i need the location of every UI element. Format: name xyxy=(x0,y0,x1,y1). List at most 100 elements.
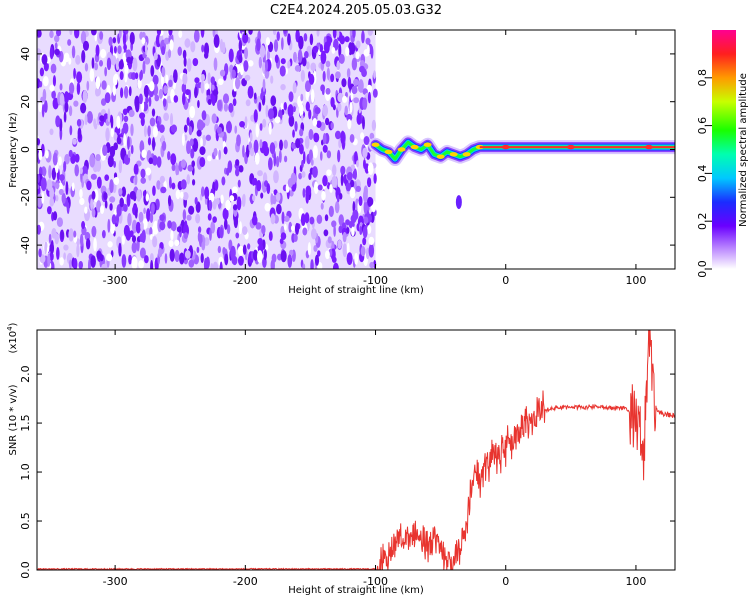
noise-speckle xyxy=(48,233,52,244)
noise-speckle xyxy=(112,84,116,96)
noise-speckle xyxy=(91,57,95,69)
noise-speckle xyxy=(207,98,212,106)
noise-speckle xyxy=(341,78,347,88)
noise-speckle xyxy=(84,206,88,214)
noise-speckle xyxy=(218,149,222,160)
noise-speckle xyxy=(283,223,287,231)
noise-speckle xyxy=(144,41,148,56)
noise-speckle xyxy=(331,256,337,263)
noise-speckle xyxy=(350,179,355,188)
noise-speckle xyxy=(200,73,206,82)
noise-speckle xyxy=(168,176,172,189)
noise-speckle xyxy=(56,217,64,228)
noise-speckle xyxy=(234,125,238,134)
noise-speckle xyxy=(103,192,108,201)
noise-speckle xyxy=(203,51,209,59)
noise-speckle xyxy=(192,57,199,67)
noise-speckle xyxy=(200,80,205,94)
noise-speckle xyxy=(110,115,114,129)
noise-speckle xyxy=(49,128,54,136)
noise-speckle xyxy=(367,30,373,36)
noise-speckle xyxy=(123,224,130,238)
noise-speckle xyxy=(37,224,41,235)
noise-speckle xyxy=(54,42,58,50)
noise-speckle xyxy=(128,109,135,118)
noise-speckle xyxy=(118,30,122,39)
noise-speckle xyxy=(304,135,310,149)
noise-speckle xyxy=(148,157,154,165)
noise-speckle xyxy=(89,68,95,82)
noise-speckle xyxy=(244,47,249,60)
noise-speckle xyxy=(66,202,70,215)
noise-speckle xyxy=(236,196,242,211)
noise-speckle xyxy=(216,126,223,134)
noise-speckle xyxy=(73,230,77,238)
noise-speckle xyxy=(135,221,141,234)
noise-speckle xyxy=(200,186,205,197)
noise-speckle xyxy=(169,113,174,127)
noise-speckle xyxy=(184,250,191,259)
noise-speckle xyxy=(270,259,275,269)
noise-speckle xyxy=(294,121,298,132)
noise-speckle xyxy=(264,60,269,72)
noise-speckle xyxy=(246,243,251,250)
colorbar-tick-label: 0.6 xyxy=(696,117,709,135)
noise-speckle xyxy=(43,100,48,113)
noise-speckle xyxy=(351,57,358,71)
noise-speckle xyxy=(325,60,331,68)
noise-speckle xyxy=(139,71,142,81)
noise-speckle xyxy=(105,127,110,142)
noise-speckle xyxy=(106,57,112,71)
noise-speckle xyxy=(345,46,350,57)
noise-speckle xyxy=(346,252,353,266)
noise-speckle xyxy=(248,30,253,35)
noise-speckle xyxy=(344,36,350,43)
noise-speckle xyxy=(119,197,124,208)
noise-speckle xyxy=(200,30,205,38)
noise-speckle xyxy=(297,49,303,63)
noise-speckle xyxy=(49,30,54,39)
noise-speckle xyxy=(84,114,88,126)
noise-speckle xyxy=(369,132,375,140)
x-tick-label: -300 xyxy=(103,575,128,588)
spectrogram-y-ticks: -40 -20 0 20 40 xyxy=(19,47,675,254)
noise-speckle xyxy=(149,212,154,224)
noise-speckle xyxy=(346,113,353,122)
noise-speckle xyxy=(80,30,87,45)
noise-speckle xyxy=(313,244,318,252)
noise-speckle xyxy=(54,233,59,245)
noise-speckle xyxy=(210,221,216,234)
noise-speckle xyxy=(273,152,277,167)
noise-speckle xyxy=(287,33,291,46)
noise-speckle xyxy=(152,185,156,197)
noise-speckle xyxy=(189,105,196,119)
noise-speckle xyxy=(210,76,216,85)
noise-speckle xyxy=(344,105,348,116)
noise-speckle xyxy=(219,38,224,53)
noise-speckle xyxy=(106,253,113,262)
noise-speckle xyxy=(356,113,362,125)
noise-speckle xyxy=(84,62,89,72)
noise-speckle xyxy=(90,198,94,211)
noise-speckle xyxy=(342,231,347,243)
noise-speckle xyxy=(237,255,244,266)
noise-speckle xyxy=(349,42,356,55)
snr-line xyxy=(37,330,675,570)
noise-speckle xyxy=(224,253,229,266)
noise-speckle xyxy=(56,247,60,260)
noise-speckle xyxy=(134,209,138,219)
noise-speckle xyxy=(211,113,217,124)
snr-x-label: Height of straight line (km) xyxy=(288,585,424,596)
noise-speckle xyxy=(131,219,138,234)
noise-speckle xyxy=(186,117,190,126)
noise-speckle xyxy=(281,37,284,51)
noise-speckle xyxy=(152,126,158,138)
noise-speckle xyxy=(265,37,271,46)
noise-speckle xyxy=(63,52,70,63)
noise-speckle xyxy=(242,226,248,235)
noise-speckle xyxy=(120,58,124,69)
noise-speckle xyxy=(275,192,281,202)
colorbar-label: Normalized spectral amplitude xyxy=(738,73,749,227)
noise-speckle xyxy=(217,78,224,86)
noise-speckle xyxy=(79,188,83,199)
